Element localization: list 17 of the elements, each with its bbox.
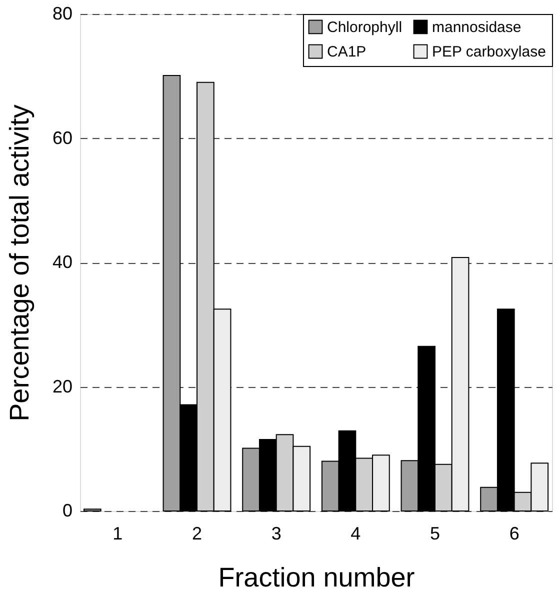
y-tick-label: 60 <box>52 128 72 148</box>
y-tick-label: 0 <box>62 500 72 520</box>
legend-label: CA1P <box>327 44 366 60</box>
y-tick-label: 40 <box>52 252 72 272</box>
x-tick-label: 6 <box>509 524 520 544</box>
y-tick-label: 80 <box>52 4 72 24</box>
y-axis-title: Percentage of total activity <box>4 104 34 422</box>
legend-label: PEP carboxylase <box>432 44 546 60</box>
x-tick-label: 4 <box>350 524 361 544</box>
legend-label: Chlorophyll <box>327 18 402 36</box>
x-axis-title: Fraction number <box>218 562 415 592</box>
x-tick-label: 2 <box>192 524 202 544</box>
legend-label: mannosidase <box>432 18 522 36</box>
x-tick-label: 5 <box>430 524 440 544</box>
x-tick-label: 1 <box>112 524 123 544</box>
x-tick-label: 3 <box>271 524 282 544</box>
y-tick-label: 20 <box>52 376 72 396</box>
